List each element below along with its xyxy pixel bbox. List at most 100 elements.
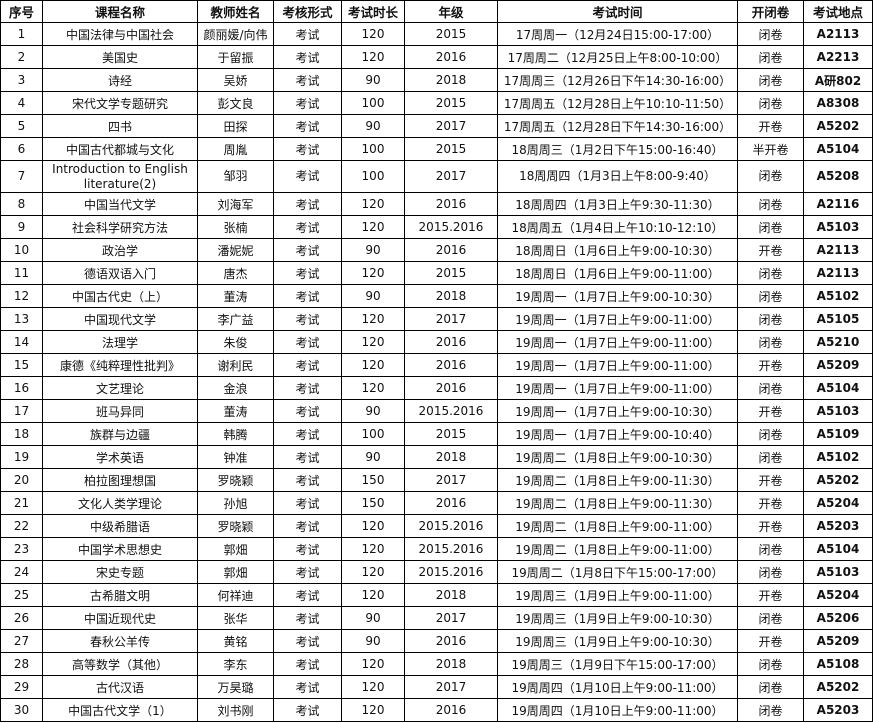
cell-course-name: 中级希腊语 [42,514,198,538]
cell-duration: 90 [341,68,405,92]
cell-grade: 2017 [404,114,498,138]
cell-open-closed: 闭卷 [737,606,804,630]
cell-course-name: 政治学 [42,238,198,262]
cell-teacher: 朱俊 [197,330,274,354]
cell-open-closed: 闭卷 [737,307,804,331]
table-row: 24 宋史专题 郭畑 考试 120 2015.2016 19周周二（1月8日下午15:00-… [0,560,873,584]
table-row: 18 族群与边疆 韩腾 考试 100 2015 19周周一（1月7日上午9:00-10:40… [0,422,873,446]
cell-index: 3 [0,68,43,92]
cell-teacher: 刘书刚 [197,698,274,722]
cell-grade: 2016 [404,238,498,262]
cell-assessment-type: 考试 [273,445,342,469]
cell-location: A2113 [803,261,873,285]
table-row: 5 四书 田探 考试 90 2017 17周周五（12月28日下午14:30-16:00）开… [0,114,873,138]
cell-index: 20 [0,468,43,492]
cell-open-closed: 闭卷 [737,698,804,722]
cell-assessment-type: 考试 [273,376,342,400]
header-grade: 年级 [404,0,498,23]
table-row: 7 Introduction to English literature(2) 邹羽… [0,160,873,193]
cell-open-closed: 闭卷 [737,376,804,400]
cell-course-name: 古代汉语 [42,675,198,699]
cell-course-name: 高等数学（其他） [42,652,198,676]
table-row: 20 柏拉图理想国 罗晓颖 考试 150 2017 19周周二（1月8日上午9:00-11:… [0,468,873,492]
cell-duration: 120 [341,698,405,722]
cell-index: 19 [0,445,43,469]
cell-teacher: 颜丽媛/向伟 [197,22,274,46]
cell-exam-time: 19周周三（1月9日上午9:00-10:30） [497,629,738,653]
header-assessment-type: 考核形式 [273,0,342,23]
cell-duration: 120 [341,514,405,538]
cell-index: 15 [0,353,43,377]
cell-location: A5109 [803,422,873,446]
cell-course-name: 中国古代文学（1） [42,698,198,722]
cell-course-name: 柏拉图理想国 [42,468,198,492]
cell-duration: 120 [341,560,405,584]
cell-teacher: 于留振 [197,45,274,69]
cell-assessment-type: 考试 [273,330,342,354]
cell-grade: 2015.2016 [404,560,498,584]
cell-location: A2113 [803,238,873,262]
cell-exam-time: 19周周一（1月7日上午9:00-11:00） [497,353,738,377]
cell-exam-time: 19周周一（1月7日上午9:00-10:30） [497,399,738,423]
cell-location: A2113 [803,22,873,46]
cell-open-closed: 闭卷 [737,445,804,469]
cell-assessment-type: 考试 [273,698,342,722]
cell-duration: 120 [341,376,405,400]
cell-teacher: 李东 [197,652,274,676]
cell-open-closed: 闭卷 [737,215,804,239]
cell-index: 17 [0,399,43,423]
cell-grade: 2015.2016 [404,215,498,239]
header-open-closed: 开闭卷 [737,0,804,23]
cell-exam-time: 19周周一（1月7日上午9:00-11:00） [497,330,738,354]
cell-grade: 2018 [404,68,498,92]
cell-exam-time: 17周周五（12月28日上午10:10-11:50） [497,91,738,115]
cell-open-closed: 闭卷 [737,160,804,193]
cell-open-closed: 半开卷 [737,137,804,161]
cell-assessment-type: 考试 [273,192,342,216]
cell-open-closed: 开卷 [737,399,804,423]
cell-index: 12 [0,284,43,308]
cell-grade: 2016 [404,376,498,400]
cell-assessment-type: 考试 [273,560,342,584]
cell-course-name: 中国学术思想史 [42,537,198,561]
header-duration: 考试时长 [341,0,405,23]
cell-teacher: 邹羽 [197,160,274,193]
cell-location: A5103 [803,215,873,239]
cell-assessment-type: 考试 [273,629,342,653]
cell-teacher: 罗晓颖 [197,468,274,492]
table-row: 17 班马异同 董涛 考试 90 2015.2016 19周周一（1月7日上午9:00-10… [0,399,873,423]
cell-course-name: 班马异同 [42,399,198,423]
cell-exam-time: 19周周二（1月8日下午15:00-17:00） [497,560,738,584]
cell-exam-time: 18周周日（1月6日上午9:00-10:30） [497,238,738,262]
cell-duration: 90 [341,606,405,630]
cell-grade: 2017 [404,307,498,331]
cell-grade: 2017 [404,468,498,492]
cell-open-closed: 闭卷 [737,261,804,285]
cell-assessment-type: 考试 [273,114,342,138]
cell-exam-time: 19周周二（1月8日上午9:00-11:30） [497,468,738,492]
cell-course-name: 宋代文学专题研究 [42,91,198,115]
cell-teacher: 田探 [197,114,274,138]
cell-index: 29 [0,675,43,699]
cell-grade: 2016 [404,629,498,653]
table-row: 14 法理学 朱俊 考试 120 2016 19周周一（1月7日上午9:00-11:00）闭… [0,330,873,354]
cell-teacher: 谢利民 [197,353,274,377]
cell-course-name: 中国当代文学 [42,192,198,216]
cell-open-closed: 闭卷 [737,675,804,699]
table-row: 28 高等数学（其他） 李东 考试 120 2018 19周周三（1月9日下午15:00-1… [0,652,873,676]
cell-teacher: 韩腾 [197,422,274,446]
cell-location: A5209 [803,353,873,377]
table-body: 1 中国法律与中国社会 颜丽媛/向伟 考试 120 2015 17周周一（12月24日15:… [0,22,873,722]
cell-open-closed: 开卷 [737,491,804,515]
cell-course-name: 中国近现代史 [42,606,198,630]
cell-grade: 2017 [404,160,498,193]
cell-course-name: 四书 [42,114,198,138]
cell-exam-time: 19周周二（1月8日上午9:00-11:30） [497,491,738,515]
cell-duration: 120 [341,45,405,69]
cell-teacher: 吴娇 [197,68,274,92]
cell-exam-time: 19周周二（1月8日上午9:00-11:00） [497,514,738,538]
cell-index: 1 [0,22,43,46]
cell-teacher: 金浪 [197,376,274,400]
cell-location: A5208 [803,160,873,193]
